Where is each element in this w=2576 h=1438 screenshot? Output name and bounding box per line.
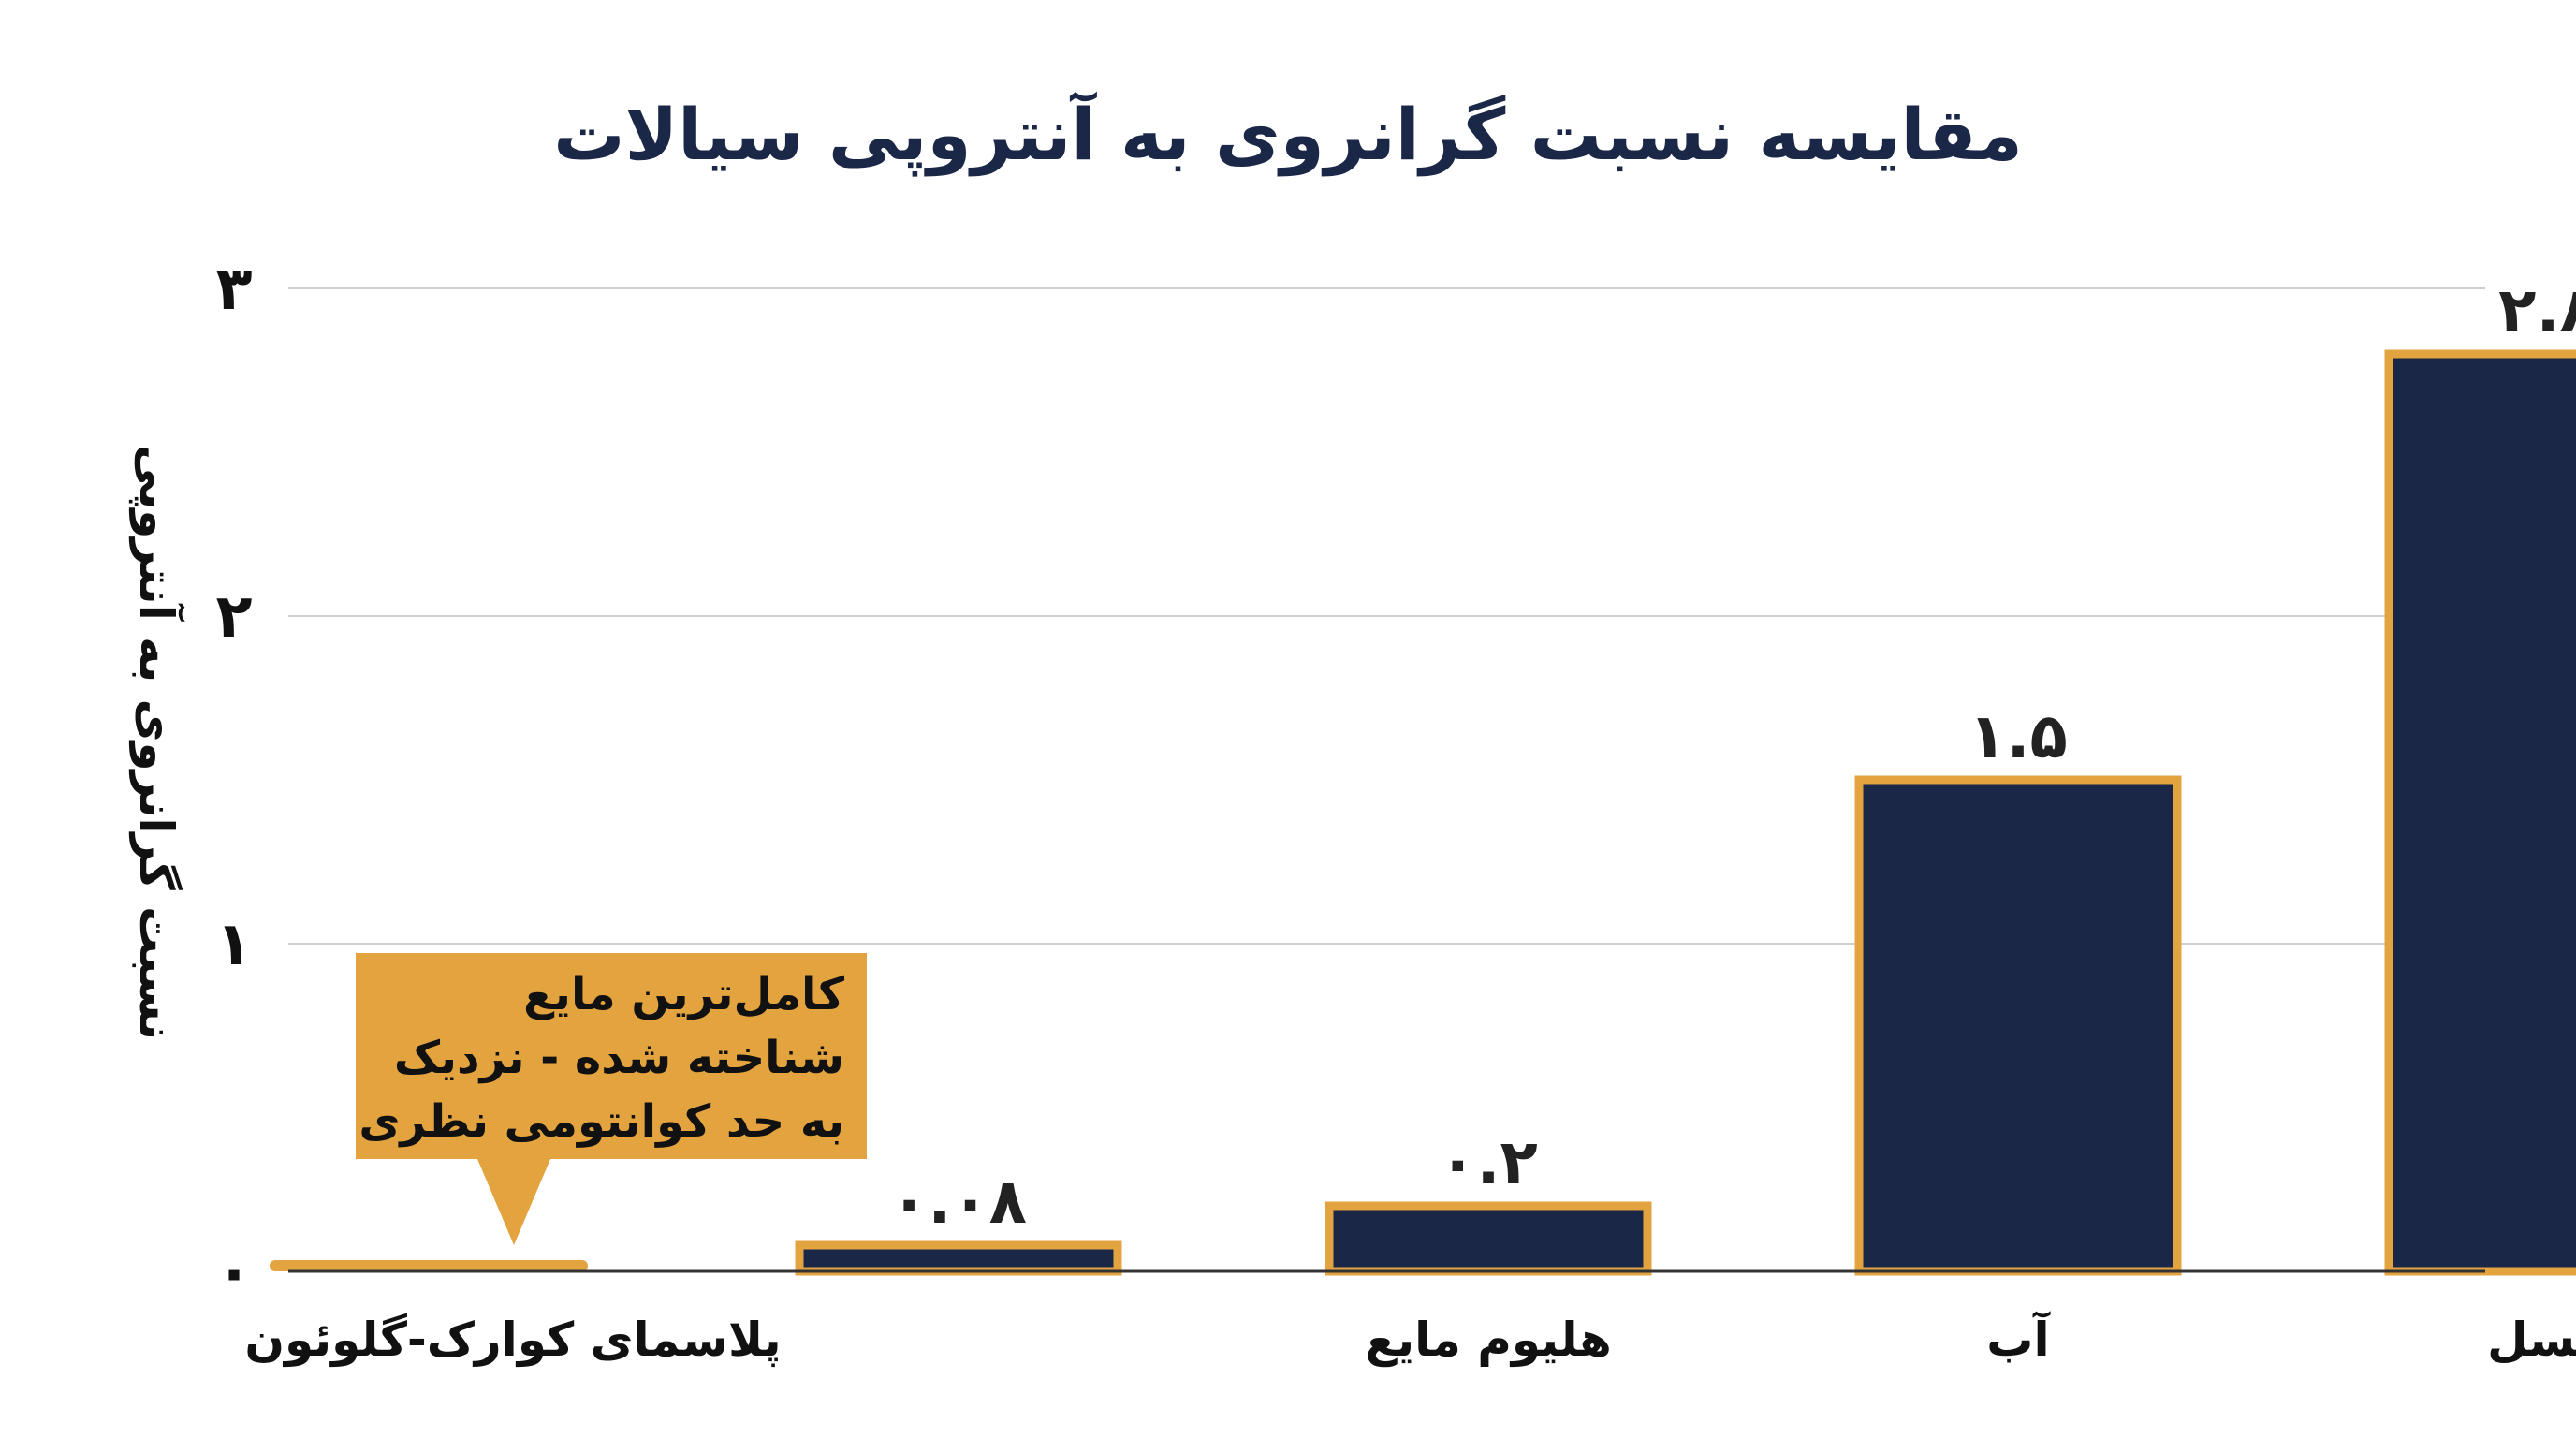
bar-value-label: ۱.۵: [1969, 700, 2068, 772]
x-category-label: هلیوم مایع: [1365, 1313, 1612, 1368]
y-tick-label: ۰: [215, 1238, 252, 1307]
bar: [270, 1260, 588, 1271]
annotation-box: [356, 953, 867, 1245]
y-axis-label: نسبت گرانروی به آنتروپی: [128, 445, 185, 1040]
bar-value-label: ۲.۸: [2498, 274, 2576, 346]
chart-title: مقایسه نسبت گرانروی به آنتروپی سیالات: [553, 91, 2023, 177]
annotation-line-3: به حد کوانتومی نظری: [359, 1095, 844, 1148]
y-axis-ticks: ۰ ۱ ۲ ۳: [215, 255, 252, 1307]
annotation-callout: کامل‌ترین مایع شناخته شده - نزدیک به حد …: [356, 953, 867, 1245]
bar: [1854, 775, 2182, 1276]
x-category-label: آب: [1986, 1311, 2051, 1367]
y-tick-label: ۱: [215, 910, 252, 979]
x-category-label: عسل: [2487, 1313, 2576, 1367]
bar: [1325, 1201, 1652, 1276]
y-tick-label: ۳: [215, 255, 252, 324]
annotation-line-2: شناخته شده - نزدیک: [394, 1032, 844, 1084]
bar: [2384, 349, 2576, 1276]
x-category-label: پلاسمای کوارک-گلوئون: [244, 1313, 781, 1368]
bar: [795, 1240, 1122, 1276]
y-tick-label: ۲: [215, 582, 252, 652]
annotation-line-1: کامل‌ترین مایع: [523, 968, 844, 1020]
value-labels: ۰.۰۸ ۰.۲ ۱.۵ ۲.۸: [890, 274, 2576, 1238]
bar-value-label: ۰.۰۸: [890, 1166, 1027, 1238]
bar-value-label: ۰.۲: [1439, 1126, 1538, 1198]
category-labels: پلاسمای کوارک-گلوئون هلیوم مایع آب عسل: [244, 1311, 2576, 1368]
